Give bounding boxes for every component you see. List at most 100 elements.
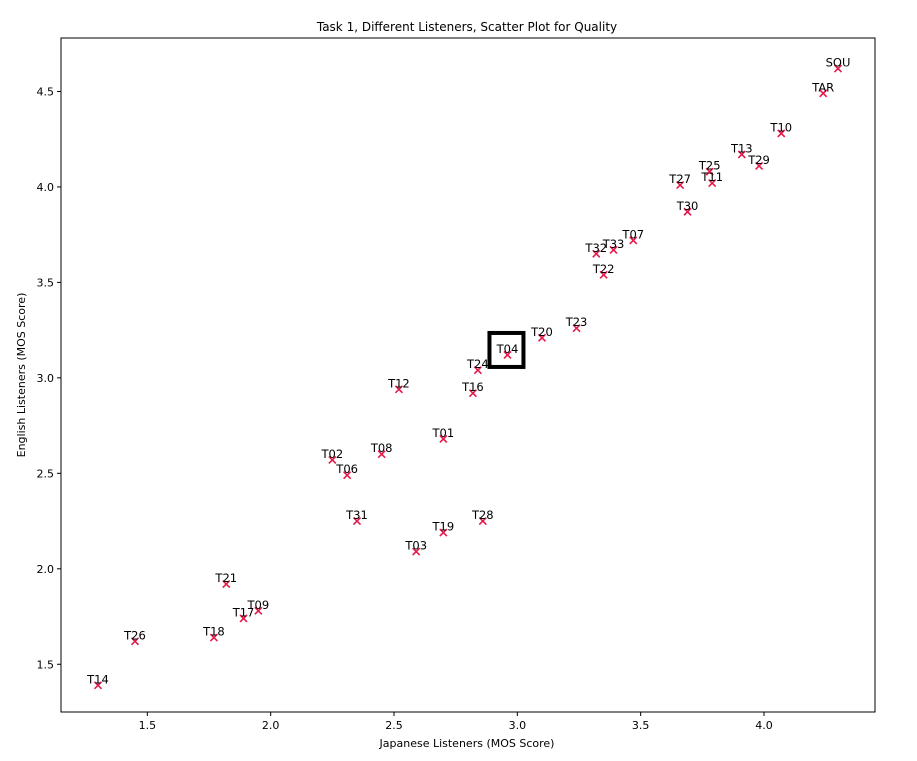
- data-point-t14: T14: [86, 672, 109, 690]
- data-point-t12: T12: [387, 376, 410, 394]
- data-point-t02: T02: [320, 447, 343, 465]
- x-tick-label: 3.0: [509, 719, 527, 732]
- data-point-t28: T28: [471, 508, 494, 526]
- point-label: T21: [214, 571, 237, 585]
- data-point-t03: T03: [404, 539, 427, 556]
- point-label: T23: [565, 315, 588, 329]
- point-label: T13: [730, 141, 753, 155]
- x-marker-stroke: [478, 516, 487, 526]
- point-label: T33: [602, 237, 625, 251]
- data-point-t22: T22: [592, 262, 615, 279]
- x-tick-label: 2.5: [385, 719, 403, 732]
- data-point-t27: T27: [668, 172, 691, 190]
- y-axis-label: English Listeners (MOS Score): [15, 293, 28, 458]
- point-label: T07: [621, 227, 644, 241]
- data-point-t26: T26: [123, 628, 146, 646]
- x-marker-stroke: [503, 350, 512, 360]
- data-point-t04: T04: [487, 330, 526, 369]
- x-marker-stroke: [394, 385, 403, 394]
- data-point-t20: T20: [530, 325, 553, 342]
- x-marker-stroke: [833, 64, 843, 73]
- data-point-t32: T32: [584, 241, 607, 258]
- data-point-t08: T08: [370, 441, 393, 459]
- x-marker-stroke: [130, 637, 140, 646]
- x-marker-stroke: [473, 366, 482, 375]
- data-point-t24: T24: [466, 357, 489, 375]
- x-marker-stroke: [328, 455, 337, 465]
- x-marker-stroke: [819, 89, 828, 98]
- x-marker-stroke: [629, 236, 638, 245]
- point-label: T31: [345, 508, 368, 522]
- data-point-t16: T16: [461, 380, 484, 398]
- point-label: T06: [335, 462, 358, 476]
- data-point-t29: T29: [747, 153, 770, 170]
- x-marker-stroke: [737, 150, 746, 159]
- x-marker-stroke: [254, 606, 263, 615]
- x-tick-label: 2.0: [262, 719, 280, 732]
- x-marker-stroke: [755, 161, 764, 170]
- point-label: T12: [387, 376, 410, 390]
- x-marker-stroke: [708, 179, 717, 188]
- x-marker-stroke: [468, 389, 477, 398]
- y-tick-label: 2.5: [37, 467, 55, 480]
- point-label: T18: [202, 625, 225, 639]
- point-label: T30: [676, 199, 699, 213]
- y-tick-label: 4.0: [37, 181, 55, 194]
- data-point-t18: T18: [202, 625, 225, 642]
- point-label: T10: [769, 120, 792, 134]
- plot-frame: [60, 37, 876, 713]
- point-label: T16: [461, 380, 484, 394]
- point-label: T29: [747, 153, 770, 167]
- point-label: T25: [698, 159, 721, 173]
- data-point-t30: T30: [676, 199, 699, 216]
- data-point-tar: TAR: [811, 80, 834, 98]
- point-label: T11: [700, 170, 723, 184]
- point-label: T01: [431, 426, 454, 440]
- point-label: T28: [471, 508, 494, 522]
- y-tick-label: 2.0: [37, 563, 55, 576]
- x-axis-label: Japanese Listeners (MOS Score): [379, 737, 555, 750]
- point-label: T20: [530, 325, 553, 339]
- point-label: T24: [466, 357, 489, 371]
- y-axis: 1.5 2.0 2.5 3.0 3.5 4.0 4.5: [37, 85, 61, 671]
- x-marker-stroke: [412, 547, 421, 556]
- x-marker-stroke: [239, 614, 248, 623]
- point-label: T27: [668, 172, 691, 186]
- x-marker-stroke: [683, 207, 692, 216]
- chart-title: Task 1, Different Listeners, Scatter Plo…: [316, 20, 617, 34]
- x-marker-stroke: [592, 249, 601, 258]
- y-tick-label: 3.5: [37, 276, 55, 289]
- point-label: T19: [431, 520, 454, 534]
- data-point-t13: T13: [730, 141, 753, 159]
- point-label: T17: [232, 605, 255, 619]
- x-axis: 1.5 2.0 2.5 3.0 3.5 4.0: [139, 712, 773, 732]
- x-marker-stroke: [705, 167, 714, 176]
- y-tick-label: 4.5: [37, 85, 55, 98]
- x-marker-stroke: [352, 516, 362, 526]
- data-point-t07: T07: [621, 227, 644, 245]
- x-marker-stroke: [209, 633, 218, 642]
- point-label: SOU: [826, 56, 851, 70]
- y-tick-label: 1.5: [37, 658, 55, 671]
- data-point-t11: T11: [700, 170, 723, 188]
- point-label: T22: [592, 262, 615, 276]
- data-point-t21: T21: [214, 571, 237, 589]
- data-point-t19: T19: [431, 520, 454, 537]
- y-tick-label: 3.0: [37, 372, 55, 385]
- x-tick-label: 4.0: [755, 719, 773, 732]
- data-point-t09: T09: [246, 598, 269, 615]
- data-point-t23: T23: [565, 315, 588, 333]
- data-point-t31: T31: [345, 508, 368, 526]
- x-marker-stroke: [222, 580, 231, 589]
- x-marker-stroke: [572, 324, 581, 333]
- x-marker-stroke: [676, 180, 685, 190]
- data-point-t17: T17: [232, 605, 255, 623]
- point-label: T09: [246, 598, 269, 612]
- data-point-t33: T33: [602, 237, 625, 255]
- point-label: T04: [496, 342, 519, 356]
- x-tick-label: 1.5: [139, 719, 157, 732]
- point-label: T32: [584, 241, 607, 255]
- x-tick-label: 3.5: [632, 719, 650, 732]
